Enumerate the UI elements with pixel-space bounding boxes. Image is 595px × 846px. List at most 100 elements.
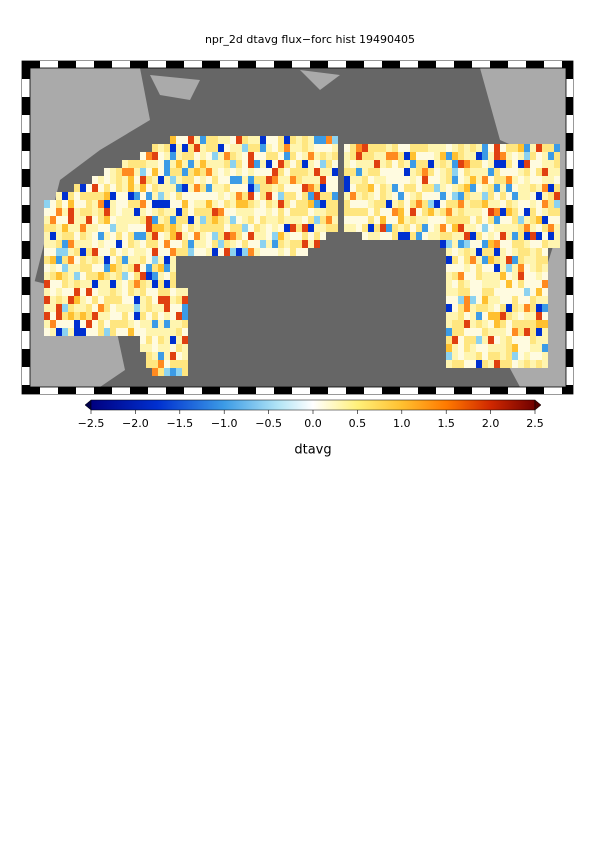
field-cell: [350, 224, 356, 232]
field-cell: [248, 192, 254, 200]
field-cell: [116, 264, 122, 272]
field-cell: [224, 208, 230, 216]
field-cell: [116, 232, 122, 240]
field-cell: [182, 288, 188, 296]
field-cell: [476, 304, 482, 312]
field-cell: [434, 184, 440, 192]
field-cell: [518, 216, 524, 224]
field-cell: [110, 176, 116, 184]
field-cell: [380, 184, 386, 192]
field-cell: [428, 200, 434, 208]
field-cell: [230, 248, 236, 256]
field-cell: [56, 264, 62, 272]
field-cell: [128, 320, 134, 328]
field-cell: [350, 160, 356, 168]
field-cell: [272, 152, 278, 160]
field-cell: [62, 288, 68, 296]
field-cell: [542, 200, 548, 208]
field-cell: [296, 184, 302, 192]
field-cell: [428, 184, 434, 192]
field-cell: [422, 200, 428, 208]
field-cell: [206, 144, 212, 152]
field-cell: [182, 240, 188, 248]
field-cell: [362, 224, 368, 232]
field-cell: [536, 224, 542, 232]
field-cell: [494, 336, 500, 344]
field-cell: [476, 296, 482, 304]
border-cell: [436, 61, 454, 68]
field-cell: [176, 152, 182, 160]
field-cell: [200, 184, 206, 192]
field-cell: [278, 208, 284, 216]
field-cell: [506, 208, 512, 216]
field-cell: [506, 312, 512, 320]
field-cell: [506, 184, 512, 192]
field-cell: [140, 344, 146, 352]
field-cell: [92, 200, 98, 208]
field-cell: [50, 312, 56, 320]
field-cell: [218, 216, 224, 224]
field-cell: [110, 192, 116, 200]
field-cell: [368, 216, 374, 224]
field-cell: [92, 240, 98, 248]
field-cell: [110, 304, 116, 312]
field-cell: [44, 240, 50, 248]
border-cell: [566, 133, 573, 151]
field-cell: [134, 264, 140, 272]
field-cell: [554, 144, 560, 152]
border-cell: [238, 61, 256, 68]
field-cell: [68, 296, 74, 304]
field-cell: [422, 184, 428, 192]
field-cell: [230, 136, 236, 144]
field-cell: [236, 200, 242, 208]
field-cell: [134, 176, 140, 184]
field-cell: [182, 344, 188, 352]
field-cell: [200, 208, 206, 216]
field-cell: [368, 160, 374, 168]
field-cell: [236, 144, 242, 152]
field-cell: [158, 272, 164, 280]
field-cell: [530, 192, 536, 200]
field-cell: [434, 152, 440, 160]
field-cell: [488, 184, 494, 192]
field-cell: [134, 272, 140, 280]
field-cell: [470, 336, 476, 344]
field-cell: [146, 352, 152, 360]
field-cell: [332, 200, 338, 208]
field-cell: [530, 328, 536, 336]
field-cell: [536, 272, 542, 280]
field-cell: [152, 304, 158, 312]
field-cell: [200, 176, 206, 184]
border-cell: [310, 387, 328, 394]
field-cell: [176, 232, 182, 240]
field-cell: [476, 280, 482, 288]
field-cell: [488, 264, 494, 272]
field-cell: [362, 184, 368, 192]
field-cell: [536, 344, 542, 352]
field-cell: [86, 232, 92, 240]
border-cell: [22, 61, 40, 68]
field-cell: [116, 200, 122, 208]
field-cell: [374, 168, 380, 176]
field-cell: [470, 232, 476, 240]
field-cell: [470, 360, 476, 368]
field-cell: [368, 200, 374, 208]
border-cell: [22, 259, 30, 277]
field-cell: [104, 272, 110, 280]
border-cell: [220, 387, 238, 394]
field-cell: [296, 152, 302, 160]
field-cell: [518, 312, 524, 320]
field-cell: [380, 144, 386, 152]
field-cell: [206, 224, 212, 232]
field-cell: [212, 136, 218, 144]
field-cell: [296, 216, 302, 224]
field-cell: [290, 136, 296, 144]
field-cell: [386, 152, 392, 160]
field-cell: [500, 224, 506, 232]
field-cell: [170, 256, 176, 264]
field-cell: [458, 304, 464, 312]
field-cell: [368, 192, 374, 200]
field-cell: [278, 248, 284, 256]
field-cell: [428, 192, 434, 200]
field-cell: [80, 256, 86, 264]
